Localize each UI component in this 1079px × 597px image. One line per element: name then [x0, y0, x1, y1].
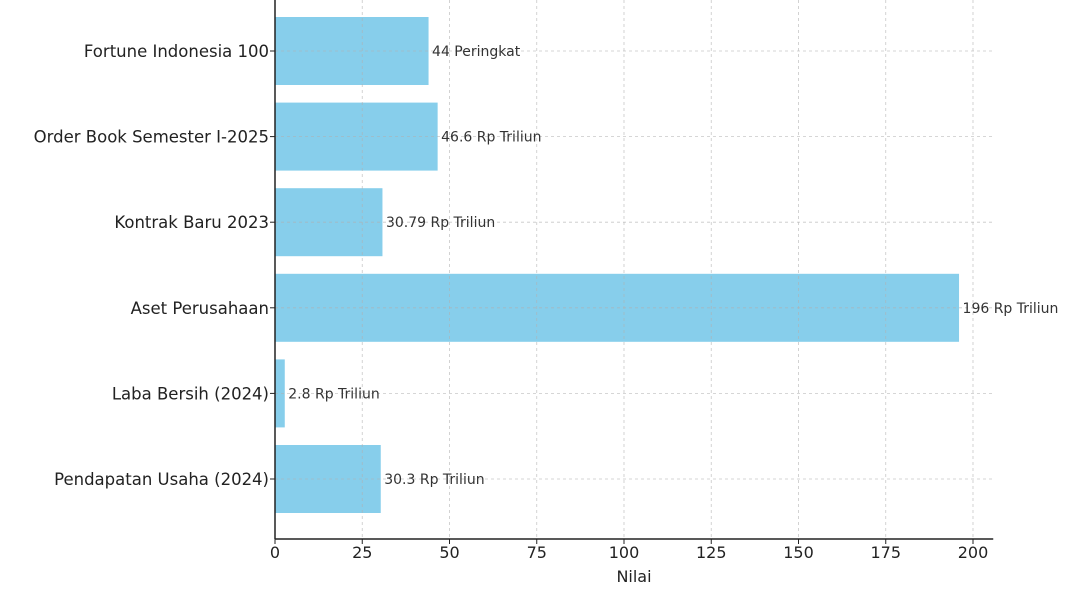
x-tick-label: 175: [870, 543, 901, 562]
y-tick-label: Order Book Semester I-2025: [34, 128, 269, 147]
bar: [275, 188, 383, 257]
x-tick-label: 0: [270, 543, 280, 562]
y-tick-label: Pendapatan Usaha (2024): [54, 470, 269, 489]
data-label: 30.3 Rp Triliun: [384, 472, 484, 488]
data-label: 46.6 Rp Triliun: [441, 130, 541, 146]
x-tick-label: 150: [783, 543, 814, 562]
x-tick-label: 100: [609, 543, 640, 562]
bar: [275, 102, 438, 171]
x-tick-label: 50: [439, 543, 459, 562]
data-label: 44 Peringkat: [432, 44, 521, 60]
x-tick-label: 125: [696, 543, 727, 562]
y-tick-label: Kontrak Baru 2023: [114, 213, 269, 232]
bar: [275, 359, 285, 428]
y-tick-label: Laba Bersih (2024): [112, 384, 269, 403]
x-tick-label: 75: [527, 543, 547, 562]
bar: [275, 445, 381, 513]
data-label: 30.79 Rp Triliun: [386, 215, 495, 231]
y-tick-label: Aset Perusahaan: [131, 299, 269, 318]
bar: [275, 17, 429, 85]
x-axis-label: Nilai: [616, 567, 651, 586]
data-label: 2.8 Rp Triliun: [288, 386, 379, 402]
x-tick-label: 25: [352, 543, 372, 562]
y-tick-label: Fortune Indonesia 100: [84, 42, 269, 61]
data-label: 196 Rp Triliun: [963, 301, 1059, 317]
x-tick-label: 200: [958, 543, 989, 562]
